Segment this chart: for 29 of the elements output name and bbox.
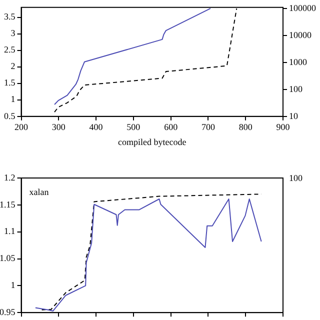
y-tick-label: 2 bbox=[10, 61, 16, 72]
x-tick-label: 500 bbox=[126, 122, 141, 132]
y2-tick-label: 10000 bbox=[289, 30, 312, 40]
y-tick-label: 2.5 bbox=[4, 44, 16, 55]
y-tick-label: 1.5 bbox=[4, 78, 16, 88]
y2-tick-label: 100000 bbox=[289, 2, 316, 13]
y2-tick-label: 100 bbox=[289, 84, 303, 94]
y2-tick-label: 1000 bbox=[289, 56, 308, 67]
x-axis-title: compiled bytecode bbox=[118, 136, 186, 147]
y-tick-label: 3.5 bbox=[4, 12, 16, 22]
y2-tick-label: 10 bbox=[289, 110, 298, 121]
y-tick-label: 1.15 bbox=[0, 199, 16, 210]
x-tick-label: 800 bbox=[238, 122, 253, 132]
y-tick-label: 1.05 bbox=[0, 253, 16, 264]
x-tick-label: 200 bbox=[14, 122, 28, 132]
y-tick-label: 0.95 bbox=[0, 306, 16, 317]
x-tick-label: 400 bbox=[89, 122, 104, 132]
x-tick-label: 900 bbox=[276, 122, 290, 132]
y-tick-label: 1 bbox=[10, 280, 16, 290]
y-tick-label: 1 bbox=[10, 94, 16, 104]
y-tick-label: 1.1 bbox=[4, 226, 16, 236]
annotation: xalan bbox=[29, 186, 50, 197]
x-tick-label: 300 bbox=[52, 122, 66, 132]
y-tick-label: 3 bbox=[10, 28, 16, 38]
y-tick-label: 1.2 bbox=[4, 172, 16, 182]
text: 100 bbox=[289, 173, 302, 183]
y-tick-label: 0.5 bbox=[4, 110, 16, 121]
x-tick-label: 700 bbox=[201, 122, 216, 132]
x-tick-label: 600 bbox=[164, 122, 178, 132]
